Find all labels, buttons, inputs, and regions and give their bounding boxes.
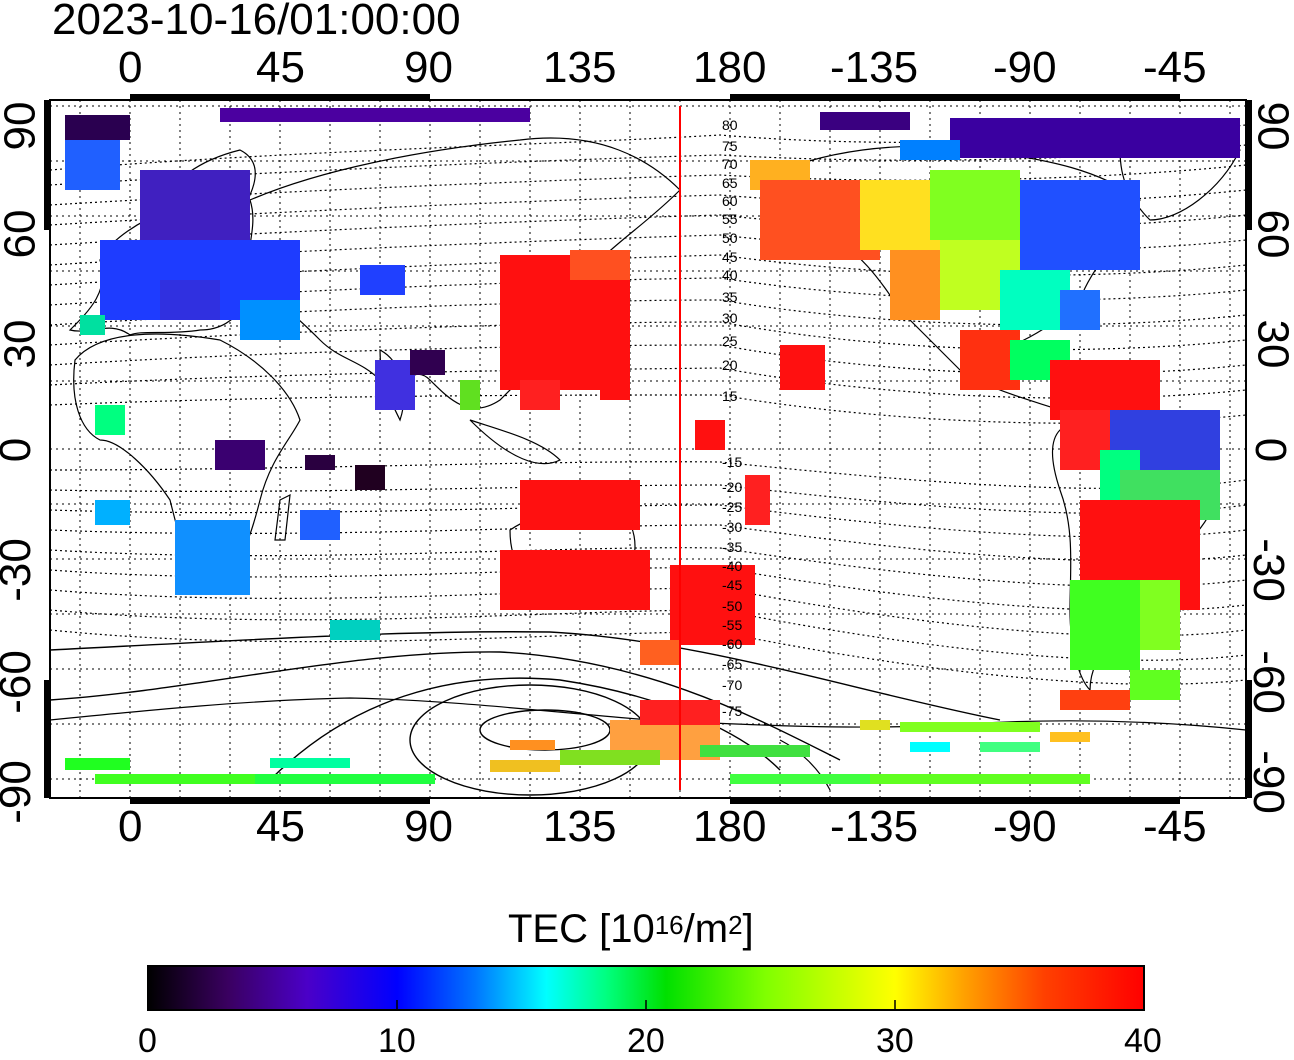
bottom-lon-label: -90 [993, 802, 1057, 851]
contour-label-group: 80 75 70 65 60 55 50 45 40 35 30 25 20 1… [722, 117, 742, 719]
colorbar-title-exp1: 16 [654, 910, 684, 940]
left-lat-label: 30 [0, 319, 45, 369]
contour-label: -15 [722, 454, 742, 470]
colorbar-tick-label: 0 [138, 1022, 157, 1060]
top-lon-label: 180 [693, 43, 767, 92]
top-lon-label: 0 [118, 43, 143, 92]
top-lon-label: -135 [830, 43, 919, 92]
top-lon-label: -90 [993, 43, 1057, 92]
colorbar-title-main: TEC [10 [508, 907, 655, 951]
contour-label: 35 [722, 289, 738, 305]
colorbar-title-exp2: 2 [728, 910, 743, 940]
colorbar-tick-label: 40 [1124, 1022, 1162, 1060]
contour-label: 60 [722, 193, 738, 209]
contour-label: 75 [722, 138, 738, 154]
bottom-lon-label: 180 [693, 802, 767, 851]
left-lat-label: -90 [0, 760, 40, 824]
contour-label: -25 [722, 499, 742, 515]
frame-bands [44, 94, 1252, 804]
top-lon-label: 90 [404, 43, 453, 92]
right-lat-label: -90 [1243, 750, 1293, 814]
contour-label: 50 [722, 230, 738, 246]
contour-label: -45 [722, 577, 742, 593]
bottom-lon-label: -45 [1143, 802, 1207, 851]
right-lat-label: 0 [1246, 437, 1294, 463]
contour-label: 80 [722, 117, 738, 133]
colorbar-title-end: ] [742, 907, 754, 951]
colorbar-tick-label: 20 [627, 1022, 665, 1060]
contour-label: -65 [722, 656, 742, 672]
contour-label: 65 [722, 175, 738, 191]
right-lat-label: 60 [1248, 209, 1294, 259]
contour-label: 40 [722, 267, 738, 283]
contour-label: -20 [722, 479, 742, 495]
contour-label: 20 [722, 357, 738, 373]
contour-label: 15 [722, 388, 738, 404]
bottom-lon-label: -135 [830, 802, 919, 851]
map-timestamp-title: 2023-10-16/01:00:00 [52, 0, 461, 44]
colorbar-title-mid: /m [683, 907, 729, 951]
top-lon-label: 135 [543, 43, 617, 92]
contour-label: 45 [722, 249, 738, 265]
contour-label: 25 [722, 333, 738, 349]
contour-label: -50 [722, 598, 742, 614]
right-lat-label: -30 [1243, 538, 1293, 602]
bottom-lon-label: 135 [543, 802, 617, 851]
left-lat-label: 60 [0, 209, 45, 259]
contour-label: -30 [722, 519, 742, 535]
top-lon-label: -45 [1143, 43, 1207, 92]
colorbar-tick-label: 30 [876, 1022, 914, 1060]
left-lat-label: 0 [0, 438, 40, 462]
contour-label: -60 [722, 636, 742, 652]
colorbar-title: TEC [1016/m2] [508, 905, 754, 953]
contour-label: 55 [722, 211, 738, 227]
bottom-lon-label: 45 [256, 802, 305, 851]
top-lon-label: 45 [256, 43, 305, 92]
left-lat-label: 90 [0, 101, 45, 151]
right-lat-label: 30 [1248, 319, 1294, 369]
contour-label: -70 [722, 677, 742, 693]
left-lat-label: -30 [0, 538, 40, 602]
contour-label: -55 [722, 617, 742, 633]
bottom-lon-label: 0 [118, 802, 143, 851]
right-lat-label: 90 [1248, 101, 1294, 151]
contour-label: -75 [722, 703, 742, 719]
contour-label: -40 [722, 558, 742, 574]
tec-data-patches [65, 108, 1240, 784]
contour-label: -35 [722, 539, 742, 555]
contour-label: 30 [722, 310, 738, 326]
left-lat-label: -60 [0, 650, 40, 714]
contour-label: 70 [722, 156, 738, 172]
right-lat-label: -60 [1243, 650, 1293, 714]
bottom-lon-label: 90 [404, 802, 453, 851]
colorbar-ticks [396, 1000, 896, 1010]
colorbar-tick-label: 10 [378, 1022, 416, 1060]
